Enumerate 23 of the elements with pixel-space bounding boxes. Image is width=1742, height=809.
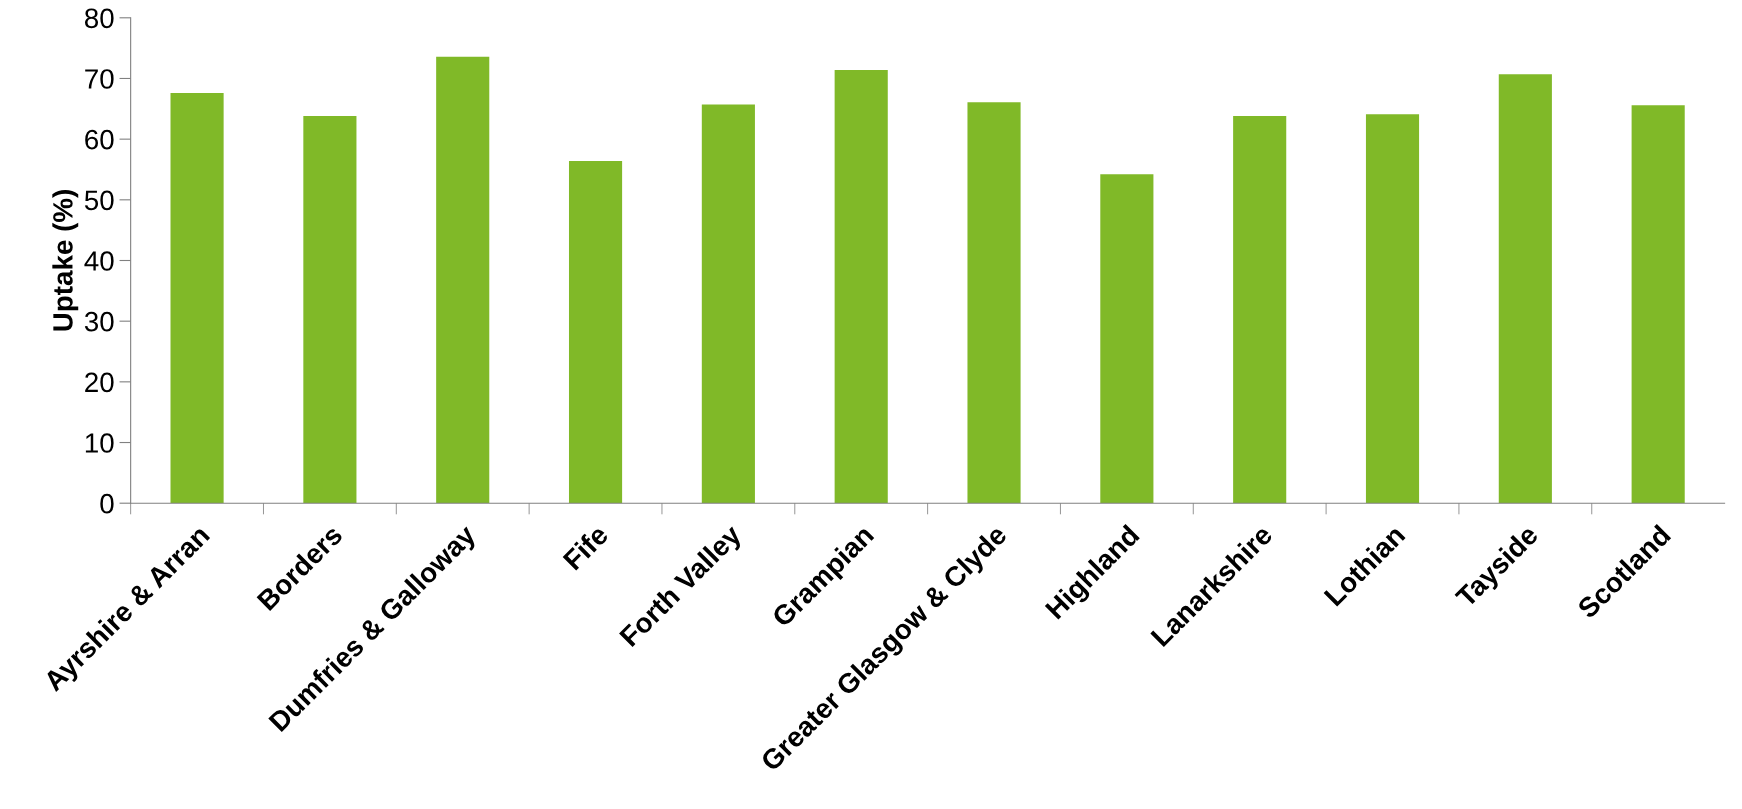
y-tick-label: 70 xyxy=(85,69,114,89)
bar xyxy=(1631,105,1685,504)
y-tick-label: 20 xyxy=(85,372,114,393)
y-tick-label: 50 xyxy=(84,190,114,211)
y-axis-title: Uptake (%) xyxy=(52,190,79,331)
bar xyxy=(170,93,224,504)
y-tick-label: 0 xyxy=(100,493,114,514)
bar xyxy=(701,104,755,504)
y-tick-label: 60 xyxy=(85,129,114,150)
bar xyxy=(1365,114,1420,504)
bar xyxy=(967,102,1021,504)
bar xyxy=(1498,74,1552,504)
bar xyxy=(834,69,888,504)
bar xyxy=(1233,116,1287,504)
y-tick-label: 10 xyxy=(85,433,114,453)
x-tick-label: Fife xyxy=(561,523,610,571)
bar xyxy=(568,160,623,504)
bar xyxy=(303,116,357,504)
y-tick-label: 80 xyxy=(84,8,114,29)
y-tick-label: 30 xyxy=(84,311,114,332)
bar xyxy=(436,56,490,504)
y-tick-label: 40 xyxy=(84,251,114,271)
bar xyxy=(1100,174,1154,504)
